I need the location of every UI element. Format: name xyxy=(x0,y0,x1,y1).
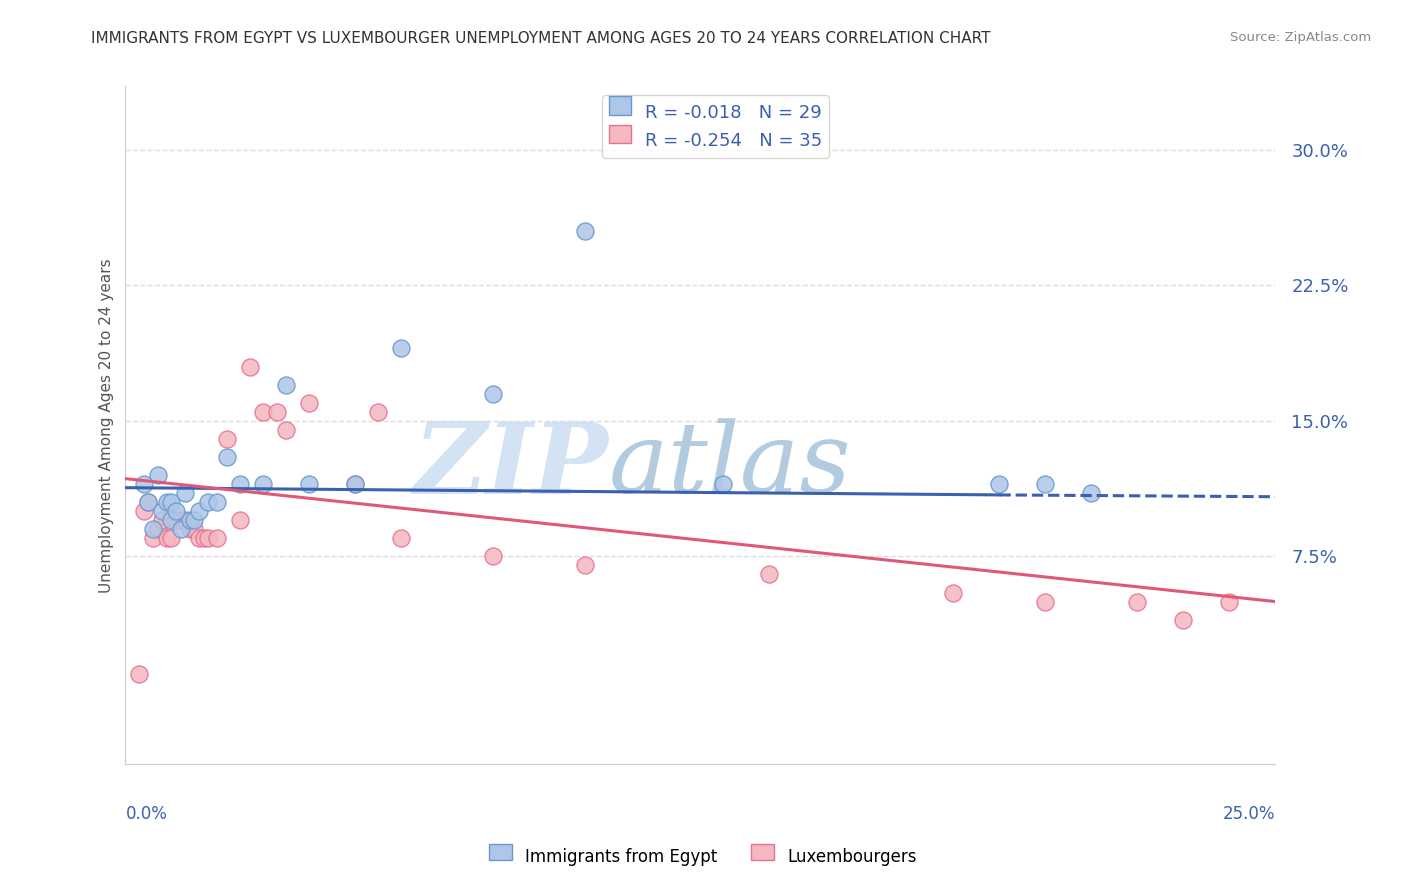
Point xyxy=(142,522,165,536)
Point xyxy=(367,405,389,419)
Point xyxy=(174,513,197,527)
Point xyxy=(132,477,155,491)
Point xyxy=(174,486,197,500)
Point xyxy=(1080,486,1102,500)
Point xyxy=(298,477,321,491)
Point xyxy=(146,468,169,483)
Point xyxy=(215,450,238,464)
Point xyxy=(179,522,201,536)
Point xyxy=(207,495,229,509)
Point xyxy=(197,495,219,509)
Point xyxy=(252,405,274,419)
Point xyxy=(229,477,252,491)
Point xyxy=(183,513,205,527)
Point xyxy=(276,377,298,392)
Point xyxy=(391,342,413,356)
Point xyxy=(758,567,780,582)
Text: ZIP: ZIP xyxy=(413,417,609,515)
Point xyxy=(266,405,288,419)
Point xyxy=(132,504,155,518)
Point xyxy=(391,531,413,545)
Point xyxy=(713,477,735,491)
Point xyxy=(193,531,215,545)
Point xyxy=(150,504,173,518)
Point xyxy=(183,522,205,536)
Point xyxy=(156,531,179,545)
Point xyxy=(482,386,505,401)
Text: 0.0%: 0.0% xyxy=(125,805,167,823)
Point xyxy=(1035,477,1057,491)
Point xyxy=(298,395,321,409)
Point xyxy=(188,531,211,545)
Point xyxy=(207,531,229,545)
Legend: Immigrants from Egypt, Luxembourgers: Immigrants from Egypt, Luxembourgers xyxy=(482,842,924,873)
Point xyxy=(482,549,505,564)
Point xyxy=(252,477,274,491)
Point xyxy=(150,513,173,527)
Text: 25.0%: 25.0% xyxy=(1223,805,1275,823)
Point xyxy=(942,585,965,599)
Point xyxy=(215,432,238,446)
Point xyxy=(1035,594,1057,608)
Point xyxy=(179,513,201,527)
Point xyxy=(142,531,165,545)
Point xyxy=(138,495,160,509)
Point xyxy=(344,477,367,491)
Text: IMMIGRANTS FROM EGYPT VS LUXEMBOURGER UNEMPLOYMENT AMONG AGES 20 TO 24 YEARS COR: IMMIGRANTS FROM EGYPT VS LUXEMBOURGER UN… xyxy=(91,31,991,46)
Point xyxy=(170,513,193,527)
Legend: R = -0.018   N = 29, R = -0.254   N = 35: R = -0.018 N = 29, R = -0.254 N = 35 xyxy=(602,95,830,158)
Text: atlas: atlas xyxy=(609,418,851,514)
Point xyxy=(146,522,169,536)
Point xyxy=(239,359,262,374)
Point xyxy=(165,513,187,527)
Point xyxy=(276,423,298,437)
Point xyxy=(574,224,596,238)
Point xyxy=(138,495,160,509)
Point xyxy=(165,504,187,518)
Point xyxy=(1126,594,1149,608)
Point xyxy=(188,504,211,518)
Point xyxy=(128,666,150,681)
Point xyxy=(574,558,596,573)
Point xyxy=(160,495,183,509)
Point xyxy=(160,531,183,545)
Point xyxy=(1218,594,1240,608)
Point xyxy=(156,495,179,509)
Point xyxy=(229,513,252,527)
Point xyxy=(344,477,367,491)
Point xyxy=(170,522,193,536)
Point xyxy=(1173,613,1195,627)
Point xyxy=(197,531,219,545)
Text: Source: ZipAtlas.com: Source: ZipAtlas.com xyxy=(1230,31,1371,45)
Point xyxy=(160,513,183,527)
Y-axis label: Unemployment Among Ages 20 to 24 years: Unemployment Among Ages 20 to 24 years xyxy=(100,258,114,592)
Point xyxy=(988,477,1011,491)
